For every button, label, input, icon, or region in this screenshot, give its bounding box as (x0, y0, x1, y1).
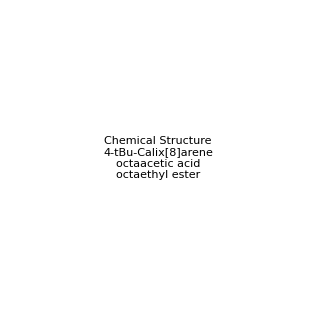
Text: Chemical Structure
4-tBu-Calix[8]arene
octaacetic acid
octaethyl ester: Chemical Structure 4-tBu-Calix[8]arene o… (103, 136, 213, 180)
